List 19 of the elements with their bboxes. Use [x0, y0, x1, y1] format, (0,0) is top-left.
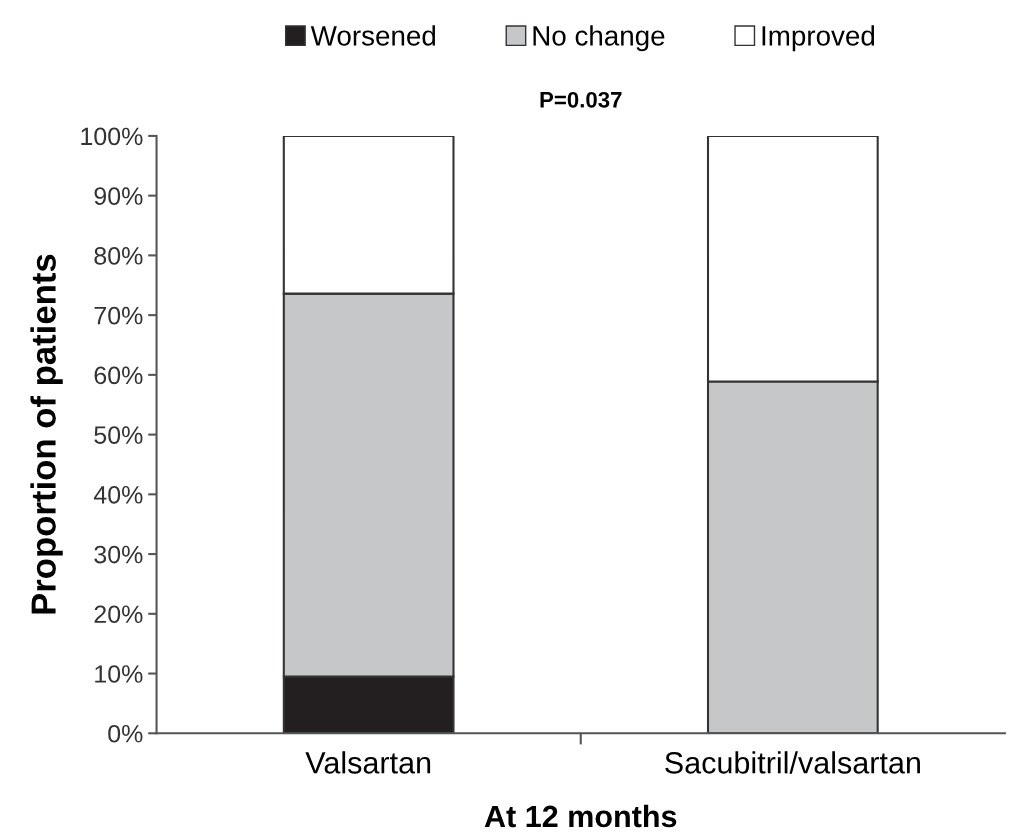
legend-label: Worsened	[310, 25, 436, 46]
y-tick-label: 50%	[94, 426, 143, 444]
y-tick-label: 70%	[94, 306, 143, 325]
y-axis-title: Proportion of patients	[30, 254, 63, 614]
legend-label: Improved	[762, 25, 875, 52]
x-tick-label: Sacubitril/valsartan	[665, 751, 920, 774]
y-tick-label: 90%	[94, 187, 143, 205]
y-tick-label: 40%	[93, 485, 143, 504]
x-axis-title: At 12 months	[484, 804, 677, 828]
legend-label: No change	[533, 25, 665, 52]
y-tick-label: 20%	[94, 605, 143, 624]
y-tick-label: 100%	[81, 127, 143, 146]
y-tick-label: 0%	[108, 724, 143, 743]
y-tick-label: 80%	[94, 246, 143, 265]
y-tick-label: 60%	[94, 366, 143, 385]
x-tick-label: Valsartan	[305, 751, 431, 774]
text: P=0.037	[540, 91, 622, 108]
y-tick-label: 30%	[94, 545, 143, 564]
y-tick-label: 10%	[95, 665, 143, 683]
